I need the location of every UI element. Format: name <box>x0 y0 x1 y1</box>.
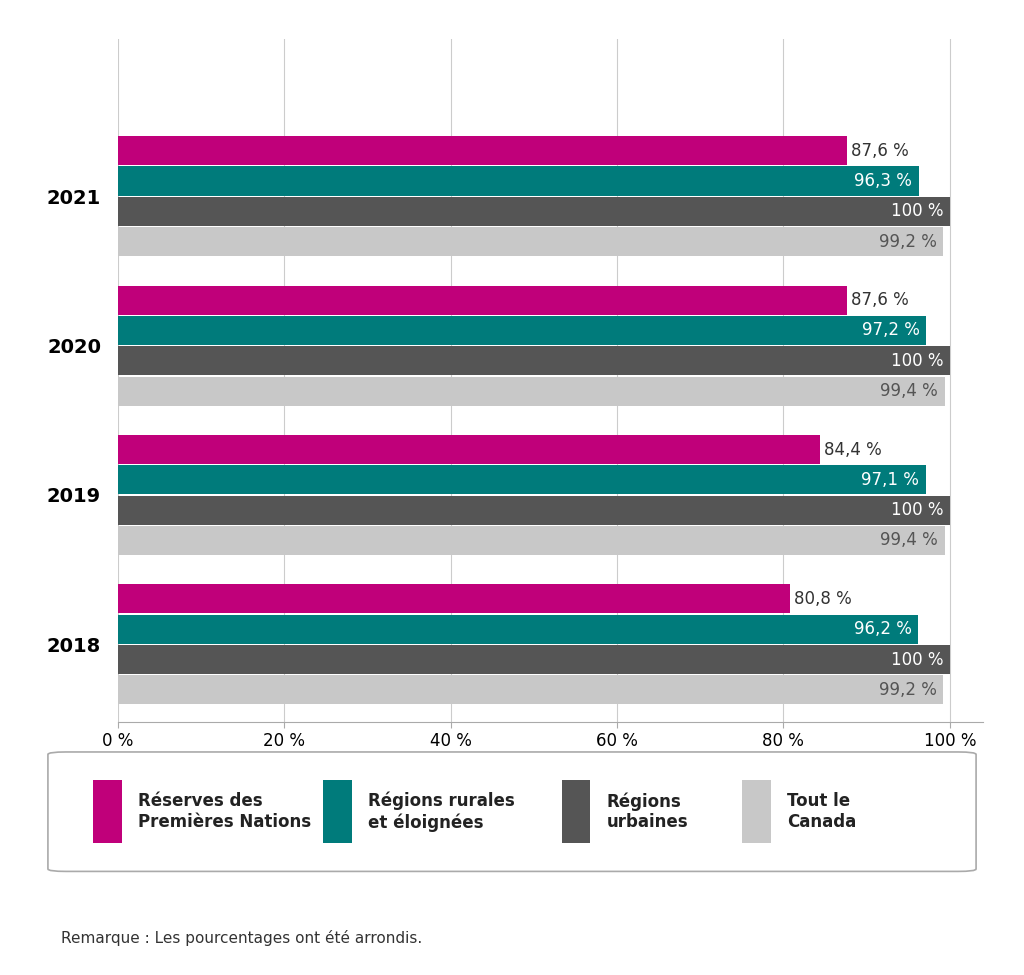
Text: 87,6 %: 87,6 % <box>851 292 908 309</box>
Bar <box>118 136 847 165</box>
Bar <box>118 614 919 644</box>
Bar <box>118 495 950 525</box>
Bar <box>561 780 591 843</box>
Text: 100 %: 100 % <box>891 203 943 220</box>
Bar <box>118 435 820 464</box>
Text: 96,2 %: 96,2 % <box>854 620 911 639</box>
Bar <box>118 465 926 494</box>
Bar <box>118 316 927 345</box>
Bar <box>118 584 791 613</box>
Text: 100 %: 100 % <box>891 352 943 370</box>
Bar <box>118 227 943 256</box>
Text: 80,8 %: 80,8 % <box>795 590 852 607</box>
Text: 99,4 %: 99,4 % <box>881 531 938 550</box>
Bar <box>741 780 771 843</box>
Bar <box>118 346 950 375</box>
Bar <box>323 780 351 843</box>
Text: Tout le
Canada: Tout le Canada <box>786 793 856 831</box>
Text: 84,4 %: 84,4 % <box>824 441 882 458</box>
Bar <box>118 676 943 705</box>
Text: Remarque : Les pourcentages ont été arrondis.: Remarque : Les pourcentages ont été arro… <box>61 930 423 946</box>
Text: 99,2 %: 99,2 % <box>879 233 937 251</box>
Bar <box>118 286 847 315</box>
Text: 100 %: 100 % <box>891 650 943 669</box>
Bar <box>93 780 122 843</box>
FancyBboxPatch shape <box>48 752 976 872</box>
Bar <box>118 526 945 555</box>
Text: 100 %: 100 % <box>891 501 943 519</box>
Text: 99,4 %: 99,4 % <box>881 382 938 400</box>
Text: Réserves des
Premières Nations: Réserves des Premières Nations <box>138 793 311 831</box>
Bar <box>118 376 945 406</box>
Text: 99,2 %: 99,2 % <box>879 681 937 699</box>
Bar <box>118 645 950 674</box>
Text: Régions
urbaines: Régions urbaines <box>606 792 688 832</box>
Bar <box>118 197 950 226</box>
Text: 87,6 %: 87,6 % <box>851 141 908 160</box>
Bar <box>118 167 919 196</box>
Text: 97,2 %: 97,2 % <box>862 322 920 339</box>
Text: 97,1 %: 97,1 % <box>861 471 919 488</box>
Text: Régions rurales
et éloignées: Régions rurales et éloignées <box>368 792 515 832</box>
Text: 96,3 %: 96,3 % <box>854 172 912 190</box>
